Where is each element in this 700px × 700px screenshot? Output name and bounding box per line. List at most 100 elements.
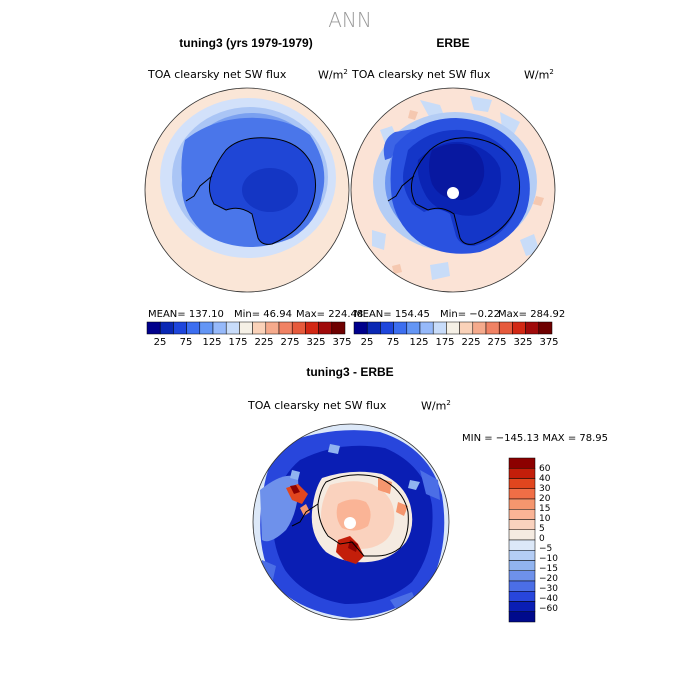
panel1-map bbox=[144, 87, 350, 293]
cb2-tick: 375 bbox=[539, 337, 559, 348]
panel2-field-label: TOA clearsky net SW flux bbox=[352, 68, 491, 81]
colorbar-swatch bbox=[508, 560, 536, 571]
panel3-minmax: MIN = −145.13 MAX = 78.95 bbox=[462, 433, 609, 444]
colorbar-swatch bbox=[146, 321, 161, 335]
panel1-mean: MEAN= 137.10 bbox=[148, 309, 224, 320]
cb3-label: −15 bbox=[539, 564, 558, 574]
colorbar-swatch bbox=[508, 580, 536, 592]
panel2-units: W/m2 bbox=[524, 68, 554, 82]
panel1-units: W/m2 bbox=[318, 68, 348, 82]
colorbar-swatch bbox=[173, 321, 187, 335]
colorbar-swatch bbox=[406, 321, 421, 335]
colorbar-swatch bbox=[508, 539, 536, 551]
colorbar-swatch bbox=[508, 519, 536, 530]
colorbar-swatch bbox=[508, 478, 536, 489]
cb3-label: −60 bbox=[539, 604, 558, 614]
colorbar-swatch bbox=[508, 529, 536, 541]
panel1-min: Min= 46.94 bbox=[234, 309, 292, 320]
colorbar-swatch bbox=[186, 321, 201, 335]
cb1-tick: 175 bbox=[228, 337, 248, 348]
colorbar-swatch bbox=[498, 321, 513, 335]
colorbar-swatch bbox=[419, 321, 434, 335]
colorbar-swatch bbox=[508, 488, 536, 500]
panel1-max: Max= 224.48 bbox=[296, 309, 364, 320]
colorbar-swatch bbox=[393, 321, 408, 335]
cb3-label: −40 bbox=[539, 594, 558, 604]
colorbar-swatch bbox=[265, 321, 280, 335]
colorbar-swatch bbox=[239, 321, 253, 335]
colorbar-swatch bbox=[508, 457, 536, 469]
colorbar-swatch bbox=[485, 321, 500, 335]
colorbar-swatch bbox=[252, 321, 267, 335]
cb3-label: 15 bbox=[539, 504, 551, 514]
colorbar-swatch bbox=[508, 498, 536, 510]
panel1-field-label: TOA clearsky net SW flux bbox=[148, 68, 287, 81]
colorbar-swatch bbox=[446, 321, 460, 335]
colorbar-swatch bbox=[305, 321, 319, 335]
colorbar-swatch bbox=[432, 321, 447, 335]
cb1-tick: 25 bbox=[153, 337, 167, 348]
cb1-tick: 325 bbox=[306, 337, 326, 348]
colorbar-swatch bbox=[291, 321, 306, 335]
cb2-tick: 225 bbox=[461, 337, 481, 348]
colorbar-swatch bbox=[353, 321, 368, 335]
cb1-tick: 75 bbox=[179, 337, 193, 348]
colorbar-swatch bbox=[512, 321, 526, 335]
cb3-label: 10 bbox=[539, 514, 551, 524]
colorbar-diff bbox=[508, 457, 536, 623]
colorbar-panel2 bbox=[353, 321, 553, 335]
cb3-label: −5 bbox=[539, 544, 553, 554]
panel3-units: W/m2 bbox=[421, 399, 451, 413]
colorbar-swatch bbox=[508, 468, 536, 479]
cb3-label: 5 bbox=[539, 524, 545, 534]
colorbar-swatch bbox=[508, 591, 536, 602]
cb3-label: 20 bbox=[539, 494, 551, 504]
cb3-label: −10 bbox=[539, 554, 558, 564]
colorbar-swatch bbox=[199, 321, 214, 335]
colorbar-swatch bbox=[508, 509, 536, 520]
cb1-tick: 125 bbox=[202, 337, 222, 348]
panel2-title: ERBE bbox=[436, 36, 470, 50]
cb3-label: 0 bbox=[539, 534, 545, 544]
panel3-title: tuning3 - ERBE bbox=[306, 365, 394, 379]
cb3-label: −20 bbox=[539, 574, 558, 584]
cb3-label: 40 bbox=[539, 474, 551, 484]
cb1-tick: 275 bbox=[280, 337, 300, 348]
colorbar-swatch bbox=[525, 321, 540, 335]
colorbar-swatch bbox=[318, 321, 333, 335]
cb2-tick: 25 bbox=[360, 337, 374, 348]
cb2-tick: 125 bbox=[409, 337, 429, 348]
cb1-tick: 375 bbox=[332, 337, 352, 348]
cb2-tick: 325 bbox=[513, 337, 533, 348]
cb2-tick: 275 bbox=[487, 337, 507, 348]
colorbar-swatch bbox=[380, 321, 394, 335]
panel2-min: Min= −0.22 bbox=[440, 309, 500, 320]
cb3-label: −30 bbox=[539, 584, 558, 594]
colorbar-swatch bbox=[508, 570, 536, 582]
colorbar-swatch bbox=[508, 611, 536, 623]
colorbar-swatch bbox=[459, 321, 474, 335]
panel2-mean: MEAN= 154.45 bbox=[354, 309, 430, 320]
colorbar-swatch bbox=[331, 321, 346, 335]
colorbar-swatch bbox=[366, 321, 381, 335]
cb3-label: 60 bbox=[539, 464, 551, 474]
panel1-title: tuning3 (yrs 1979-1979) bbox=[179, 36, 313, 50]
colorbar-panel1 bbox=[146, 321, 346, 335]
panel3-map bbox=[252, 423, 450, 621]
cb2-tick: 75 bbox=[386, 337, 400, 348]
panel2-max: Max= 284.92 bbox=[498, 309, 566, 320]
colorbar-swatch bbox=[212, 321, 227, 335]
colorbar-swatch bbox=[225, 321, 240, 335]
cb1-tick: 225 bbox=[254, 337, 274, 348]
colorbar-swatch bbox=[538, 321, 553, 335]
colorbar-swatch bbox=[508, 601, 536, 612]
colorbar-swatch bbox=[278, 321, 293, 335]
panel2-map bbox=[350, 87, 556, 293]
colorbar-swatch bbox=[472, 321, 487, 335]
colorbar-swatch bbox=[508, 550, 536, 561]
figure-suptitle: ANN bbox=[328, 8, 372, 32]
panel3-field-label: TOA clearsky net SW flux bbox=[248, 399, 387, 412]
cb3-label: 30 bbox=[539, 484, 551, 494]
colorbar-swatch bbox=[159, 321, 174, 335]
